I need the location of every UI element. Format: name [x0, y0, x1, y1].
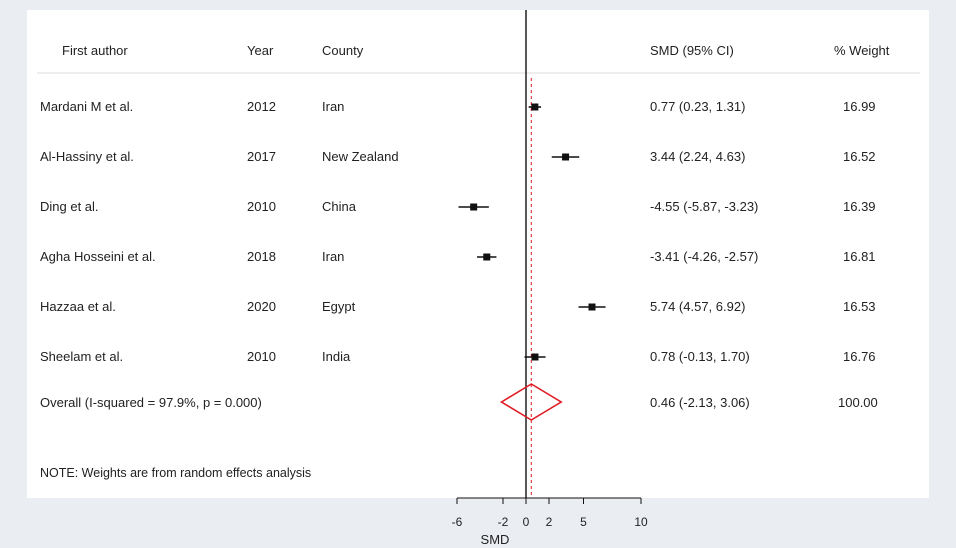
study-year: 2010 [247, 199, 276, 214]
overall-weight: 100.00 [838, 395, 878, 410]
study-point [531, 353, 539, 361]
study-country: Iran [322, 249, 344, 264]
study-year: 2012 [247, 99, 276, 114]
overall-ci-text: 0.46 (-2.13, 3.06) [650, 395, 750, 410]
study-row: Ding et al. 2010 China -4.55 (-5.87, -3.23)… [40, 199, 876, 214]
x-tick-label: -6 [452, 515, 463, 529]
study-weight: 16.81 [843, 249, 876, 264]
study-point [588, 303, 596, 311]
study-author: Ding et al. [40, 199, 99, 214]
header-weight: % Weight [834, 43, 890, 58]
study-ci-text: 0.77 (0.23, 1.31) [650, 99, 745, 114]
overall-diamond [499, 383, 563, 421]
study-author: Al-Hassiny et al. [40, 149, 134, 164]
header-country: County [322, 43, 364, 58]
study-ci-text: -3.41 (-4.26, -2.57) [650, 249, 758, 264]
x-axis-label: SMD [481, 532, 510, 547]
study-year: 2017 [247, 149, 276, 164]
header-ci: SMD (95% CI) [650, 43, 734, 58]
study-author: Hazzaa et al. [40, 299, 116, 314]
study-weight: 16.52 [843, 149, 876, 164]
study-ci-text: 0.78 (-0.13, 1.70) [650, 349, 750, 364]
study-ci-text: -4.55 (-5.87, -3.23) [650, 199, 758, 214]
study-ci-text: 5.74 (4.57, 6.92) [650, 299, 745, 314]
study-point [531, 103, 539, 111]
study-author: Agha Hosseini et al. [40, 249, 156, 264]
study-weight: 16.76 [843, 349, 876, 364]
study-ci-text: 3.44 (2.24, 4.63) [650, 149, 745, 164]
study-author: Sheelam et al. [40, 349, 123, 364]
study-author: Mardani M et al. [40, 99, 133, 114]
overall-label: Overall (I-squared = 97.9%, p = 0.000) [40, 395, 262, 410]
plot-panel [27, 10, 929, 498]
x-tick-label: -2 [498, 515, 509, 529]
study-rows: Mardani M et al. 2012 Iran 0.77 (0.23, 1.31… [40, 99, 876, 364]
study-point [470, 203, 478, 211]
study-weight: 16.39 [843, 199, 876, 214]
study-country: New Zealand [322, 149, 399, 164]
study-point [562, 153, 570, 161]
study-point [483, 253, 491, 261]
study-row: Sheelam et al. 2010 India 0.78 (-0.13, 1.70… [40, 349, 876, 364]
study-country: Iran [322, 99, 344, 114]
study-row: Hazzaa et al. 2020 Egypt 5.74 (4.57, 6.92) 1… [40, 299, 876, 314]
study-weight: 16.53 [843, 299, 876, 314]
study-year: 2018 [247, 249, 276, 264]
study-row: Agha Hosseini et al. 2018 Iran -3.41 (-4.26… [40, 249, 876, 264]
study-year: 2010 [247, 349, 276, 364]
x-tick-label: 5 [580, 515, 587, 529]
x-tick-label: 10 [634, 515, 648, 529]
header-year: Year [247, 43, 274, 58]
study-weight: 16.99 [843, 99, 876, 114]
x-tick-label: 0 [523, 515, 530, 529]
x-tick-label: 2 [546, 515, 553, 529]
study-row: Mardani M et al. 2012 Iran 0.77 (0.23, 1.31… [40, 99, 876, 114]
study-country: India [322, 349, 351, 364]
study-row: Al-Hassiny et al. 2017 New Zealand 3.44 (2.… [40, 149, 876, 164]
x-axis: -6 -2 0 2 5 10 [452, 10, 648, 529]
study-country: Egypt [322, 299, 356, 314]
header-author: First author [62, 43, 128, 58]
study-year: 2020 [247, 299, 276, 314]
note-text: NOTE: Weights are from random effects an… [40, 466, 311, 480]
study-country: China [322, 199, 357, 214]
